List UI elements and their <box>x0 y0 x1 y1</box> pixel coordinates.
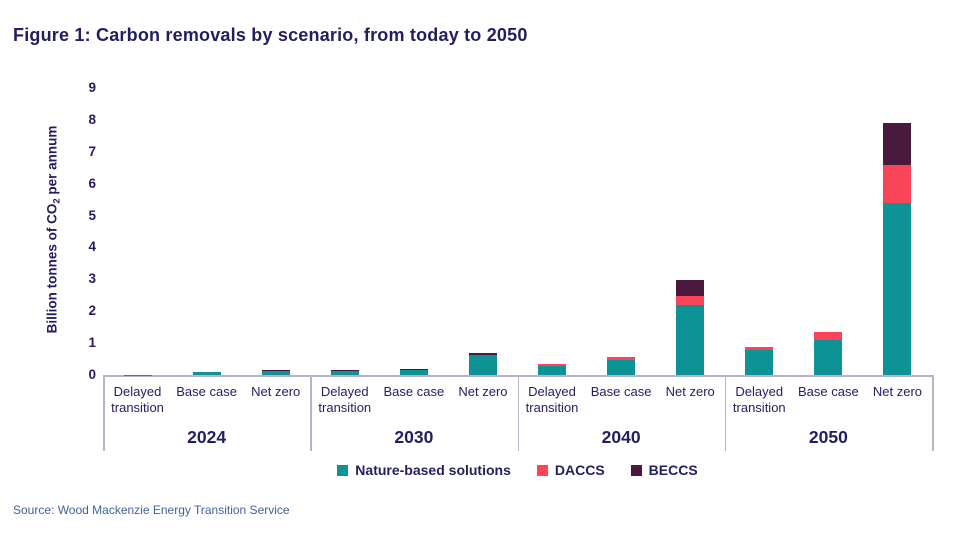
y-axis-label-subscript: 2 <box>51 198 63 204</box>
y-axis-tick-1: 1 <box>88 335 96 351</box>
scenario-label-2024-net-zero: Net zero <box>251 384 301 399</box>
y-axis-tick-0: 0 <box>88 367 96 382</box>
scenario-label-2040-base-case: Base case <box>590 384 652 399</box>
legend-item-nbs: Nature-based solutions <box>337 462 511 478</box>
bar-2030-delayed-transition-beccs <box>330 370 359 372</box>
bar-2030-delayed-transition-nbs <box>330 371 359 375</box>
y-axis-tick-7: 7 <box>88 143 96 159</box>
group-divider-0 <box>103 375 105 451</box>
bar-2050-net-zero-daccs <box>883 164 912 203</box>
bar-2024-net-zero-beccs <box>261 369 290 371</box>
group-divider-2 <box>517 375 519 451</box>
group-divider-1 <box>310 375 312 451</box>
bar-2040-base-case-nbs <box>607 359 636 375</box>
figure-title: Figure 1: Carbon removals by scenario, f… <box>13 25 528 45</box>
scenario-label-2024-base-case: Base case <box>176 384 237 399</box>
year-label-2040: 2040 <box>601 427 641 447</box>
legend-label-beccs: BECCS <box>648 462 698 478</box>
scenario-label-2040-delayed-transition: Delayed transition <box>525 384 579 415</box>
y-axis-tick-8: 8 <box>88 111 96 127</box>
group-divider-3 <box>724 375 727 451</box>
year-label-2024: 2024 <box>187 427 227 447</box>
scenario-label-2040-net-zero: Net zero <box>665 384 715 399</box>
y-axis-tick-2: 2 <box>88 303 96 319</box>
bar-2024-base-case-nbs <box>192 372 221 375</box>
scenario-label-2050-base-case: Base case <box>798 384 859 399</box>
y-axis-tick-3: 3 <box>88 271 96 287</box>
y-axis-tick-6: 6 <box>88 175 96 191</box>
legend-item-daccs: DACCS <box>536 462 605 478</box>
bar-2050-base-case-nbs <box>814 339 843 375</box>
bar-2040-delayed-transition-daccs <box>538 363 567 367</box>
scenario-label-2030-net-zero: Net zero <box>458 384 508 399</box>
legend-label-daccs: DACCS <box>554 462 605 478</box>
bar-2050-delayed-transition-nbs <box>745 350 774 375</box>
bar-2040-net-zero-daccs <box>676 295 705 305</box>
bar-2030-net-zero-beccs <box>468 352 497 355</box>
bar-2030-base-case-beccs <box>399 368 428 371</box>
scenario-label-2024-delayed-transition: Delayed transition <box>111 384 164 415</box>
legend: Nature-based solutions DACCS BECCS <box>103 462 932 478</box>
group-divider-4 <box>932 375 934 451</box>
y-axis-tick-4: 4 <box>88 239 96 255</box>
bar-2030-base-case-nbs <box>399 370 428 375</box>
bar-2030-net-zero-nbs <box>468 354 497 375</box>
bar-2050-net-zero-beccs <box>883 123 912 165</box>
legend-label-nbs: Nature-based solutions <box>355 462 511 478</box>
y-axis-tick-5: 5 <box>88 207 96 223</box>
source-note: Source: Wood Mackenzie Energy Transition… <box>13 503 290 517</box>
legend-swatch-beccs-icon <box>630 464 642 476</box>
legend-item-beccs: BECCS <box>630 462 698 478</box>
bar-2050-net-zero-nbs <box>883 202 912 375</box>
year-label-2030: 2030 <box>394 427 434 447</box>
bar-2040-delayed-transition-nbs <box>538 366 567 375</box>
bar-2024-net-zero-nbs <box>261 370 290 375</box>
scenario-label-2050-delayed-transition: Delayed transition <box>732 384 786 415</box>
legend-swatch-nbs-icon <box>337 464 349 476</box>
year-label-2050: 2050 <box>808 427 848 447</box>
bar-2040-net-zero-nbs <box>676 304 705 375</box>
legend-swatch-daccs-icon <box>536 464 548 476</box>
bar-2050-delayed-transition-daccs <box>745 347 774 351</box>
bar-2040-base-case-daccs <box>607 356 636 360</box>
scenario-label-2030-base-case: Base case <box>383 384 445 399</box>
scenario-label-2030-delayed-transition: Delayed transition <box>318 384 372 415</box>
bar-2040-net-zero-beccs <box>676 279 705 296</box>
y-axis-tick-9: 9 <box>88 80 96 95</box>
bar-2050-base-case-daccs <box>814 331 843 340</box>
scenario-label-2050-net-zero: Net zero <box>872 384 923 399</box>
